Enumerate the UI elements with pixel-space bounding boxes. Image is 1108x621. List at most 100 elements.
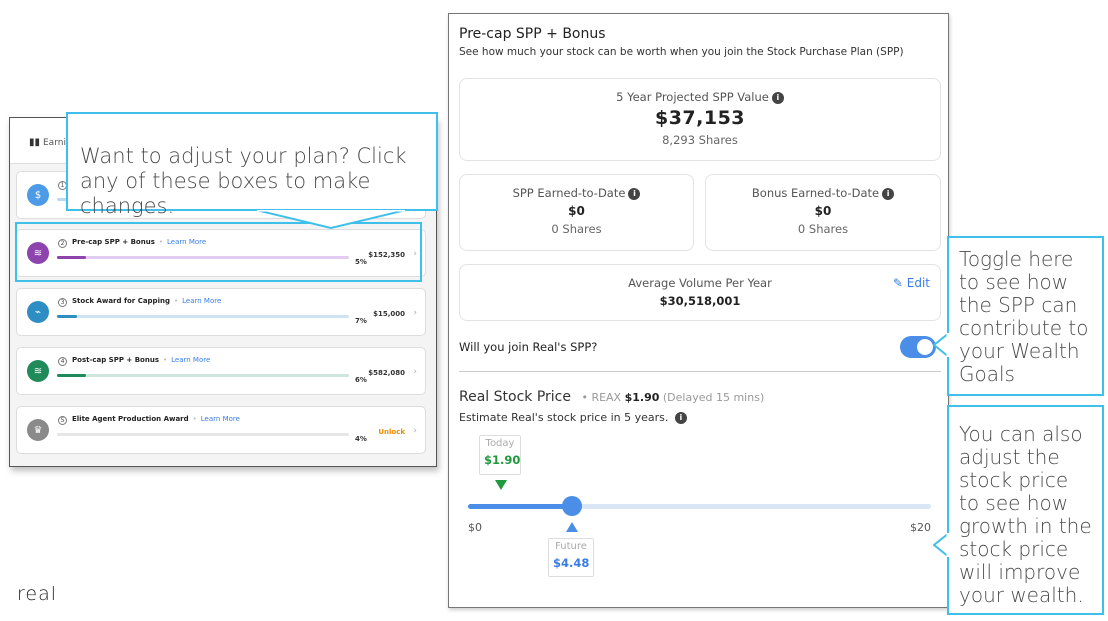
bar-chart-icon: ▮▮ bbox=[29, 137, 41, 148]
callout-stock-price-text: You can also adjust the stock price to s… bbox=[959, 422, 1092, 607]
row-name: Post-cap SPP + Bonus • Learn More bbox=[72, 356, 211, 364]
row-title: Stock Award for Capping bbox=[72, 297, 170, 305]
divider bbox=[459, 371, 941, 372]
chevron-right-icon: › bbox=[413, 367, 417, 377]
earnings-row[interactable]: ≋ 4 Post-cap SPP + Bonus • Learn More 6% $582,… bbox=[16, 347, 426, 395]
earnings-header-title: Earnin bbox=[43, 138, 72, 148]
stock-ticker-info: • REAX $1.90 (Delayed 15 mins) bbox=[581, 391, 765, 404]
chart-icon: ≋ bbox=[27, 360, 49, 382]
chevron-right-icon: › bbox=[413, 249, 417, 259]
row-number: 5 bbox=[58, 416, 67, 425]
progress-fill bbox=[57, 256, 87, 259]
crown-icon: ♛ bbox=[27, 419, 49, 441]
bonus-earned-card[interactable]: Bonus Earned-to-Date i $0 0 Shares bbox=[705, 174, 941, 251]
progress-fill bbox=[57, 315, 78, 318]
today-price-tag: Today $1.90 bbox=[479, 435, 521, 475]
progress-track bbox=[57, 433, 349, 436]
delay-note: (Delayed 15 mins) bbox=[662, 391, 765, 404]
price-estimate-text: Estimate Real's stock price in 5 years. bbox=[459, 411, 669, 424]
row-number: 2 bbox=[58, 239, 67, 248]
average-volume-label: Average Volume Per Year bbox=[628, 276, 772, 290]
earnings-row[interactable]: ≋ 2 Pre-cap SPP + Bonus • Learn More 5% $152,3… bbox=[16, 229, 426, 277]
spp-earned-value: $0 bbox=[568, 204, 585, 218]
row-number: 4 bbox=[58, 357, 67, 366]
slider-max-label: $20 bbox=[910, 521, 931, 534]
spp-panel: Pre-cap SPP + Bonus See how much your st… bbox=[448, 13, 949, 608]
projected-label: 5 Year Projected SPP Value bbox=[616, 90, 769, 104]
row-name: Pre-cap SPP + Bonus • Learn More bbox=[72, 238, 207, 246]
bonus-earned-label: Bonus Earned-to-Date bbox=[751, 186, 880, 200]
join-spp-question: Will you join Real's SPP? bbox=[459, 340, 598, 354]
row-amount: $152,350 bbox=[368, 251, 405, 259]
today-marker-icon bbox=[495, 480, 507, 490]
row-percent: 4% bbox=[355, 435, 367, 443]
price-slider-track[interactable] bbox=[468, 504, 931, 509]
learn-more-link[interactable]: Learn More bbox=[182, 297, 222, 305]
progress-track bbox=[57, 374, 349, 377]
callout-tail bbox=[933, 533, 949, 557]
slider-min-label: $0 bbox=[468, 521, 482, 534]
future-label: Future bbox=[555, 541, 587, 552]
earnings-row[interactable]: ♛ 5 Elite Agent Production Award • Learn Mor… bbox=[16, 406, 426, 454]
projected-value-card[interactable]: 5 Year Projected SPP Value i $37,153 8,29… bbox=[459, 78, 941, 161]
chevron-right-icon: › bbox=[413, 308, 417, 318]
learn-more-link[interactable]: Learn More bbox=[167, 238, 207, 246]
spp-earned-label: SPP Earned-to-Date bbox=[512, 186, 626, 200]
progress-track bbox=[57, 256, 349, 259]
row-amount: $582,080 bbox=[368, 369, 405, 377]
ticker: REAX bbox=[591, 391, 622, 404]
bonus-earned-shares: 0 Shares bbox=[797, 222, 849, 236]
progress-track bbox=[57, 315, 349, 318]
average-volume-card: Average Volume Per Year $30,518,001 ✎ Ed… bbox=[459, 264, 941, 321]
info-icon[interactable]: i bbox=[882, 187, 895, 200]
spp-earned-shares: 0 Shares bbox=[551, 222, 602, 236]
edit-volume-button[interactable]: ✎ Edit bbox=[893, 276, 930, 290]
brand-logo: real bbox=[17, 583, 58, 605]
row-amount: $15,000 bbox=[373, 310, 405, 318]
learn-more-link[interactable]: Learn More bbox=[171, 356, 211, 364]
row-title: Elite Agent Production Award bbox=[72, 415, 189, 423]
row-percent: 5% bbox=[355, 258, 367, 266]
row-name: Stock Award for Capping • Learn More bbox=[72, 297, 222, 305]
earnings-row[interactable]: ⌁ 3 Stock Award for Capping • Learn More 7% $1… bbox=[16, 288, 426, 336]
future-value: $4.48 bbox=[553, 556, 590, 570]
future-marker-icon bbox=[565, 522, 578, 532]
row-percent: 7% bbox=[355, 317, 367, 325]
today-label: Today bbox=[485, 438, 515, 449]
projected-shares: 8,293 Shares bbox=[662, 133, 738, 147]
info-icon[interactable]: i bbox=[771, 91, 784, 104]
row-title: Pre-cap SPP + Bonus bbox=[72, 238, 155, 246]
panel-title: Pre-cap SPP + Bonus bbox=[459, 26, 606, 42]
edit-label: Edit bbox=[906, 276, 930, 290]
callout-adjust-plan-text: Want to adjust your plan? Click any of t… bbox=[80, 144, 407, 218]
callout-toggle: Toggle here to see how the SPP can contr… bbox=[947, 236, 1104, 396]
row-number: 3 bbox=[58, 298, 67, 307]
row-name: Elite Agent Production Award • Learn More bbox=[72, 415, 240, 423]
price-estimate-label: Estimate Real's stock price in 5 years. … bbox=[459, 411, 687, 424]
chevron-right-icon: › bbox=[413, 426, 417, 436]
learn-more-link[interactable]: Learn More bbox=[200, 415, 240, 423]
callout-stock-price: You can also adjust the stock price to s… bbox=[947, 405, 1104, 615]
dollar-icon: $ bbox=[27, 184, 49, 206]
join-spp-toggle[interactable] bbox=[900, 336, 936, 358]
toggle-knob bbox=[917, 339, 933, 355]
info-icon[interactable]: i bbox=[628, 187, 641, 200]
price-slider-handle[interactable] bbox=[561, 496, 582, 516]
info-icon[interactable]: i bbox=[674, 412, 687, 424]
bonus-earned-value: $0 bbox=[814, 204, 832, 218]
pulse-icon: ⌁ bbox=[27, 301, 49, 323]
callout-tail bbox=[256, 210, 406, 230]
progress-fill bbox=[57, 374, 87, 377]
row-title: Post-cap SPP + Bonus bbox=[72, 356, 159, 364]
callout-adjust-plan: Want to adjust your plan? Click any of t… bbox=[66, 112, 438, 218]
current-price: $1.90 bbox=[624, 391, 660, 404]
average-volume-value: $30,518,001 bbox=[659, 294, 741, 308]
spp-earned-card[interactable]: SPP Earned-to-Date i $0 0 Shares bbox=[459, 174, 694, 251]
row-percent: 6% bbox=[355, 376, 367, 384]
row-amount: Unlock bbox=[378, 428, 405, 436]
chart-icon: ≋ bbox=[27, 242, 49, 264]
projected-value: $37,153 bbox=[654, 107, 746, 129]
callout-tail bbox=[933, 333, 949, 357]
callout-toggle-text: Toggle here to see how the SPP can contr… bbox=[959, 247, 1089, 386]
